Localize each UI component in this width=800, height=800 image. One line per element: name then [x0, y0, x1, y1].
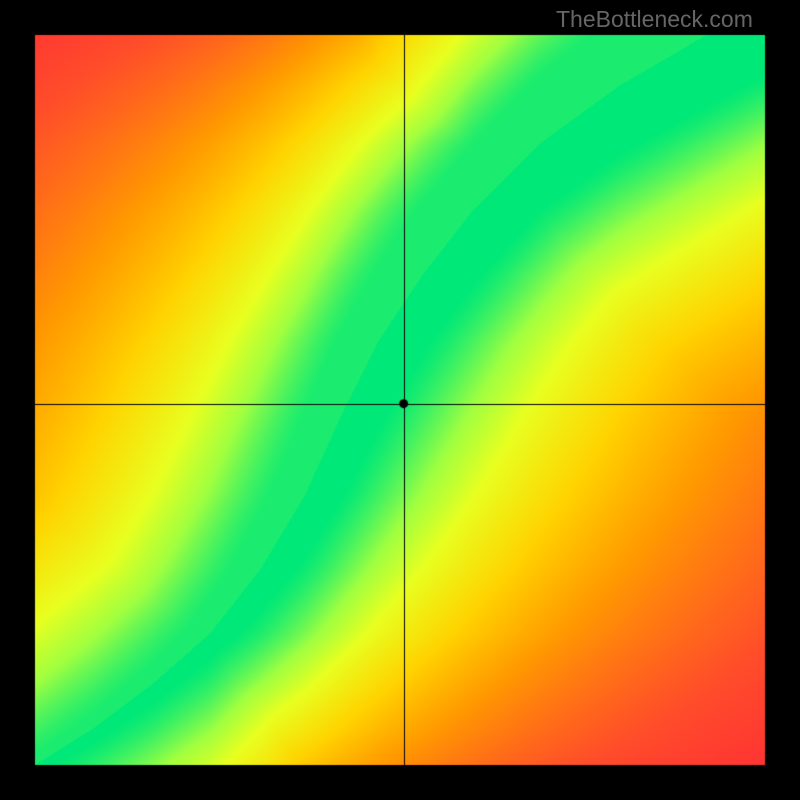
bottleneck-heatmap — [0, 0, 800, 800]
watermark-text: TheBottleneck.com — [556, 6, 753, 33]
chart-container: TheBottleneck.com — [0, 0, 800, 800]
